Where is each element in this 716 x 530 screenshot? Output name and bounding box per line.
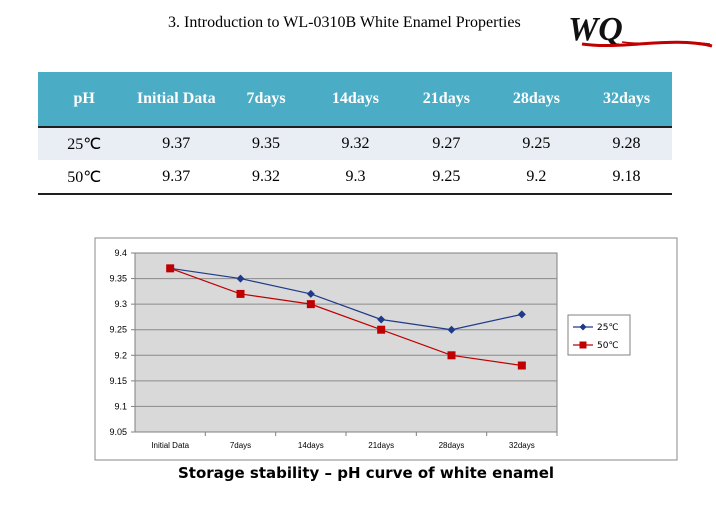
data-point-1	[447, 325, 456, 334]
x-tick-label: 21days	[368, 441, 394, 450]
table-cell: 9.37	[130, 127, 223, 161]
x-tick-label: 32days	[509, 441, 535, 450]
data-point-2	[236, 289, 245, 298]
series-line-2	[169, 267, 522, 367]
y-tick-label: 9.1	[114, 401, 127, 411]
x-tick-label: Initial Data	[151, 441, 189, 450]
data-point-2	[447, 351, 456, 360]
x-tick-label: 7days	[230, 441, 251, 450]
y-tick-label: 9.35	[109, 274, 127, 284]
ph-data-table: pH Initial Data 7days 14days 21days 28da…	[38, 72, 672, 195]
x-tick-label: 14days	[298, 441, 324, 450]
table-cell: 9.37	[130, 160, 223, 195]
table-cell: 9.35	[222, 127, 310, 161]
table-cell: 9.32	[310, 127, 401, 161]
table-cell: 9.32	[222, 160, 310, 195]
data-point-1	[236, 274, 245, 283]
table-header-row: pH Initial Data 7days 14days 21days 28da…	[38, 72, 672, 128]
table-cell: 9.25	[400, 160, 492, 195]
plot-area	[134, 252, 558, 433]
data-point-1	[377, 315, 386, 324]
y-tick-label: 9.05	[109, 427, 127, 437]
y-tick-label: 9.3	[114, 299, 127, 309]
column-header: 7days	[222, 72, 310, 128]
chart-title: Storage stability – pH curve of white en…	[178, 464, 555, 482]
y-tick-label: 9.25	[109, 325, 127, 335]
series-line-1	[170, 267, 522, 331]
data-point-2	[377, 325, 386, 334]
column-header: 21days	[400, 72, 492, 128]
table-cell: 9.2	[491, 160, 582, 195]
column-header: 14days	[310, 72, 401, 128]
column-header: Initial Data	[130, 72, 223, 128]
table-cell: 9.18	[581, 160, 672, 195]
table-cell: 9.27	[400, 127, 492, 161]
table-cell: 9.28	[581, 127, 672, 161]
x-tick-label: 28days	[439, 441, 465, 450]
logo-text: WQ	[568, 11, 623, 48]
logo-swoosh-thin	[621, 41, 711, 45]
page-title: 3. Introduction to WL-0310B White Enamel…	[168, 14, 521, 31]
table-cell: 9.3	[310, 160, 401, 195]
data-point-2	[306, 300, 315, 309]
y-tick-label: 9.15	[109, 376, 127, 386]
data-point-1	[517, 310, 526, 319]
table-row: 25℃ 9.37 9.35 9.32 9.27 9.25 9.28	[38, 127, 672, 161]
legend-marker-2	[579, 341, 587, 349]
legend-marker-1	[579, 323, 587, 331]
legend-label: 50℃	[597, 341, 619, 351]
column-header: 28days	[491, 72, 582, 128]
company-logo: WQ	[568, 11, 713, 48]
y-tick-label: 9.2	[114, 350, 127, 360]
legend-box	[567, 314, 631, 356]
data-point-2	[166, 264, 175, 273]
y-tick-label: 9.4	[114, 248, 127, 258]
table-cell: 9.25	[491, 127, 582, 161]
row-label: 25℃	[38, 127, 131, 161]
data-point-2	[517, 361, 526, 370]
column-header: pH	[38, 72, 131, 128]
data-point-1	[306, 289, 315, 298]
table-row: 50℃ 9.37 9.32 9.3 9.25 9.2 9.18	[38, 160, 672, 195]
legend-label: 25℃	[597, 323, 619, 333]
column-header: 32days	[581, 72, 672, 128]
row-label: 50℃	[38, 160, 131, 195]
